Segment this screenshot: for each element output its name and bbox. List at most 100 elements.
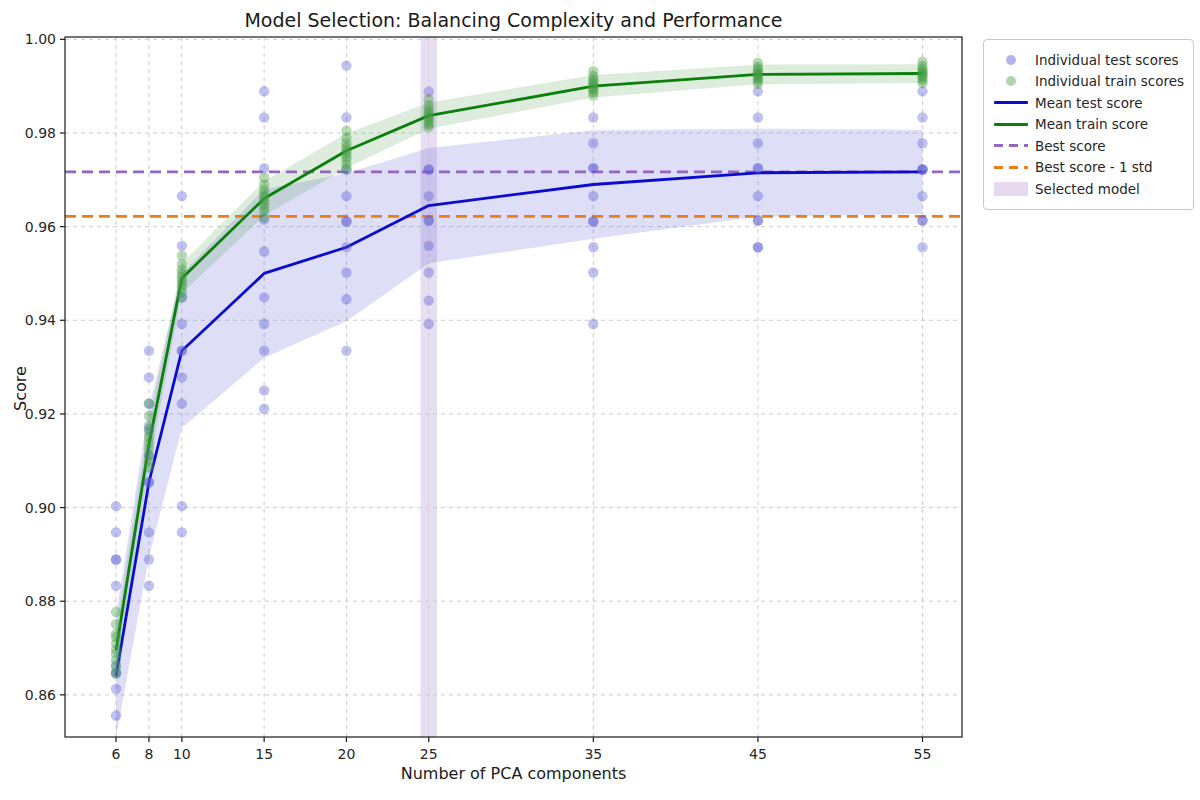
train-score-point <box>144 398 154 408</box>
test-score-point <box>753 138 763 148</box>
test-score-point <box>917 215 927 225</box>
test-score-point <box>424 319 434 329</box>
test-score-point <box>917 191 927 201</box>
x-tick-label: 6 <box>112 746 121 762</box>
test-score-point <box>424 164 434 174</box>
legend: Individual test scores Individual train s… <box>983 39 1194 210</box>
test-score-point <box>588 138 598 148</box>
test-score-point <box>111 710 121 720</box>
test-score-point <box>177 372 187 382</box>
y-tick-label: 0.94 <box>25 312 56 328</box>
test-score-point <box>144 554 154 564</box>
test-score-point <box>588 242 598 252</box>
y-tick-label: 0.86 <box>25 687 56 703</box>
x-tick-label: 25 <box>420 746 438 762</box>
test-score-point <box>917 242 927 252</box>
x-tick-label: 35 <box>584 746 602 762</box>
model-selection-chart: 68101520253545550.860.880.900.920.940.96… <box>0 0 1200 800</box>
test-score-point <box>588 267 598 277</box>
y-tick-label: 0.90 <box>25 500 56 516</box>
legend-marker-dot-icon <box>993 55 1029 65</box>
train-score-point <box>259 212 269 222</box>
test-score-point <box>144 346 154 356</box>
legend-item: Selected model <box>993 178 1183 200</box>
legend-item: Mean train score <box>993 114 1183 136</box>
train-score-point <box>111 669 121 679</box>
legend-label: Individual train scores <box>1035 73 1184 89</box>
test-score-point <box>341 191 351 201</box>
y-tick-label: 0.98 <box>25 125 56 141</box>
legend-marker-line-icon <box>993 101 1029 104</box>
test-score-point <box>259 112 269 122</box>
train-score-point <box>341 164 351 174</box>
test-score-point <box>259 404 269 414</box>
test-score-point <box>588 112 598 122</box>
legend-label: Mean test score <box>1035 95 1143 111</box>
test-score-point <box>144 477 154 487</box>
y-tick-label: 0.88 <box>25 593 56 609</box>
plot-area <box>65 37 962 737</box>
test-score-point <box>917 112 927 122</box>
test-score-point <box>588 191 598 201</box>
test-score-point <box>177 346 187 356</box>
legend-marker-patch-icon <box>993 182 1029 196</box>
y-tick-label: 0.92 <box>25 406 56 422</box>
test-score-point <box>111 527 121 537</box>
y-tick-label: 1.00 <box>25 31 56 47</box>
legend-label: Mean train score <box>1035 116 1148 132</box>
test-score-point <box>144 581 154 591</box>
test-score-point <box>144 372 154 382</box>
test-score-point <box>177 319 187 329</box>
test-score-point <box>144 527 154 537</box>
legend-item: Individual train scores <box>993 71 1183 93</box>
test-score-point <box>588 216 598 226</box>
x-tick-label: 10 <box>173 746 191 762</box>
test-score-point <box>341 294 351 304</box>
train-score-point <box>144 462 154 472</box>
x-tick-label: 55 <box>914 746 932 762</box>
legend-item: Individual test scores <box>993 49 1183 71</box>
legend-item: Mean test score <box>993 92 1183 114</box>
test-score-point <box>588 319 598 329</box>
test-score-point <box>424 215 434 225</box>
test-score-point <box>341 242 351 252</box>
train-score-point <box>111 607 121 617</box>
train-score-point <box>424 122 434 132</box>
test-score-point <box>259 292 269 302</box>
train-score-point <box>917 78 927 88</box>
test-score-point <box>917 138 927 148</box>
test-score-point <box>753 215 763 225</box>
test-score-point <box>259 385 269 395</box>
test-score-point <box>177 191 187 201</box>
y-tick-label: 0.96 <box>25 219 56 235</box>
test-score-point <box>753 163 763 173</box>
test-score-point <box>259 346 269 356</box>
test-score-point <box>341 216 351 226</box>
x-axis-label: Number of PCA components <box>65 764 962 783</box>
test-score-point <box>424 267 434 277</box>
train-score-point <box>144 411 154 421</box>
train-score-point <box>177 292 187 302</box>
y-axis-label: Score <box>11 209 30 569</box>
test-score-point <box>341 346 351 356</box>
test-score-point <box>341 60 351 70</box>
legend-marker-dot-icon <box>993 76 1029 86</box>
train-score-point <box>753 79 763 89</box>
test-score-point <box>177 398 187 408</box>
test-score-point <box>753 242 763 252</box>
test-score-point <box>259 163 269 173</box>
legend-item: Best score <box>993 135 1183 157</box>
test-score-point <box>424 295 434 305</box>
chart-title: Model Selection: Balancing Complexity an… <box>65 9 962 31</box>
legend-marker-line-icon <box>993 123 1029 126</box>
test-score-point <box>111 554 121 564</box>
test-score-point <box>111 581 121 591</box>
x-tick-label: 20 <box>338 746 356 762</box>
test-score-point <box>177 527 187 537</box>
test-score-point <box>753 112 763 122</box>
test-score-point <box>424 241 434 251</box>
legend-label: Selected model <box>1035 181 1140 197</box>
train-score-point <box>111 619 121 629</box>
legend-item: Best score - 1 std <box>993 157 1183 179</box>
test-score-point <box>111 501 121 511</box>
